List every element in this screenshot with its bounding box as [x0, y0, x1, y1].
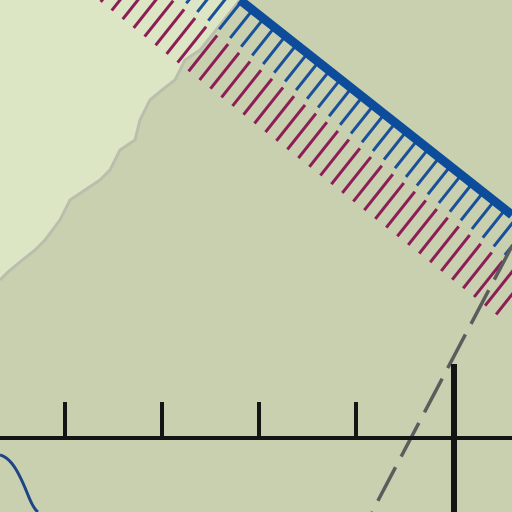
- boundary-hatch-mark: [349, 107, 373, 135]
- boundary-hatch-mark: [176, 25, 208, 64]
- boundary-hatch-mark: [451, 242, 482, 281]
- boundary-hatch-mark: [297, 121, 329, 160]
- boundary-hatch-mark: [165, 17, 197, 55]
- scale-bar-tick: [257, 402, 261, 438]
- boundary-hatch-mark: [229, 12, 252, 39]
- boundary-hatch-mark: [363, 173, 394, 212]
- boundary-hatch-mark: [407, 208, 438, 246]
- boundary-hatch-mark: [472, 260, 504, 298]
- boundary-hatch-mark: [494, 291, 512, 316]
- boundary-hatch-mark: [264, 95, 296, 134]
- boundary-hatch-mark: [440, 234, 471, 272]
- boundary-hatch-mark: [316, 81, 340, 109]
- boundary-hatch-mark: [492, 221, 512, 248]
- boundary-hatch-mark: [218, 3, 241, 31]
- boundary-hatch-mark: [231, 69, 263, 107]
- boundary-hatch-mark: [330, 147, 362, 186]
- boundary-hatch-mark: [308, 129, 340, 168]
- boundary-hatch-mark: [426, 168, 449, 196]
- boundary-hatch-mark: [207, 0, 227, 22]
- boundary-hatch-mark: [253, 86, 285, 125]
- boundary-hatch-red: [99, 0, 512, 316]
- boundary-hatch-mark: [196, 0, 209, 13]
- boundary-hatch-mark: [187, 34, 219, 73]
- boundary-hatch-mark: [404, 151, 427, 178]
- boundary-hatch-mark: [143, 0, 175, 38]
- boundary-hatch-mark: [286, 112, 318, 151]
- boundary-hatch-mark: [352, 164, 383, 203]
- boundary-hatch-mark: [305, 72, 329, 100]
- boundary-hatch-mark: [294, 64, 318, 92]
- boundary-hatch-mark: [240, 20, 263, 48]
- boundary-hatch-mark: [198, 43, 230, 81]
- boundary-hatch-mark: [382, 133, 405, 161]
- boundary-hatch-mark: [462, 251, 493, 290]
- boundary-hatch-mark: [360, 116, 384, 144]
- boundary-hatch-mark: [483, 269, 512, 307]
- boundary-hatch-mark: [470, 203, 493, 230]
- boundary-hatch-mark: [251, 29, 274, 57]
- scale-bar-tick: [354, 402, 358, 438]
- boundary-hatch-mark: [242, 77, 274, 116]
- boundary-hatch-mark: [275, 103, 307, 142]
- boundary-hatch-mark: [273, 46, 296, 74]
- boundary-hatch-mark: [209, 51, 241, 90]
- river-curve: [0, 453, 39, 512]
- boundary-hatch-mark: [154, 8, 186, 47]
- boundary-hatch-mark: [121, 0, 140, 21]
- boundary-hatch-blue: [185, 0, 512, 257]
- scale-bar-tick: [63, 402, 67, 438]
- boundary-hatch-mark: [220, 60, 252, 99]
- boundary-hatch-mark: [448, 185, 471, 213]
- boundary-hatch-mark: [262, 38, 285, 66]
- boundary-hatch-mark: [319, 138, 351, 177]
- scale-bar-line: [0, 436, 512, 440]
- boundary-hatch-mark: [283, 55, 307, 83]
- light-shaded-region-edge: [0, 0, 242, 282]
- scale-bar: [0, 364, 512, 512]
- scale-bar-tick: [160, 402, 164, 438]
- boundary-hatch-mark: [371, 124, 395, 152]
- scale-bar-major-tick: [451, 364, 457, 512]
- boundary-hatch-mark: [110, 0, 122, 12]
- boundary-hatch-mark: [396, 199, 427, 238]
- boundary-hatch-mark: [385, 190, 416, 229]
- dashed-route-line: [370, 245, 512, 512]
- boundary-hatch-mark: [393, 142, 416, 170]
- boundary-hatch-mark: [459, 194, 482, 222]
- boundary-hatch-mark: [429, 225, 460, 264]
- boundary-hatch-mark: [437, 177, 460, 204]
- boundary-hatch-mark: [132, 0, 158, 29]
- boundary-hatch-mark: [341, 156, 373, 194]
- border-line: [237, 0, 512, 219]
- boundary-hatch-mark: [481, 211, 504, 239]
- boundary-hatch-mark: [418, 216, 449, 255]
- boundary-hatch-mark: [327, 90, 351, 118]
- boundary-hatch-mark: [374, 182, 405, 220]
- boundary-hatch-mark: [338, 98, 362, 126]
- boundary-hatch-mark: [415, 159, 438, 187]
